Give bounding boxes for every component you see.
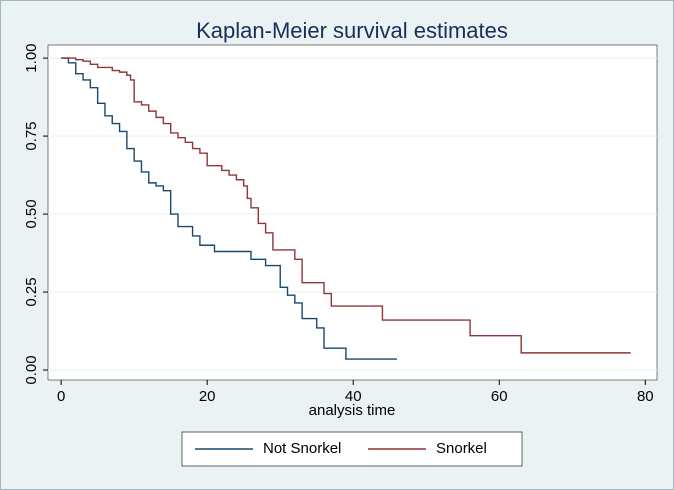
y-tick-label: 0.25 <box>23 277 40 306</box>
x-axis-label: analysis time <box>309 402 396 419</box>
x-tick-label: 60 <box>491 388 508 405</box>
plot-area <box>47 44 658 381</box>
survival-line <box>61 57 631 354</box>
x-tick-label: 20 <box>199 388 216 405</box>
chart-title: Kaplan-Meier survival estimates <box>196 18 508 43</box>
survival-line <box>61 57 398 360</box>
x-tick-label: 40 <box>345 388 362 405</box>
y-tick-label: 1.00 <box>23 43 40 72</box>
legend-label: Snorkel <box>436 440 487 457</box>
legend-label: Not Snorkel <box>263 440 341 457</box>
y-tick-label: 0.50 <box>23 199 40 228</box>
x-tick-label: 0 <box>57 388 65 405</box>
y-tick-label: 0.75 <box>23 121 40 150</box>
x-tick-label: 80 <box>637 388 654 405</box>
y-tick-label: 0.00 <box>23 355 40 384</box>
